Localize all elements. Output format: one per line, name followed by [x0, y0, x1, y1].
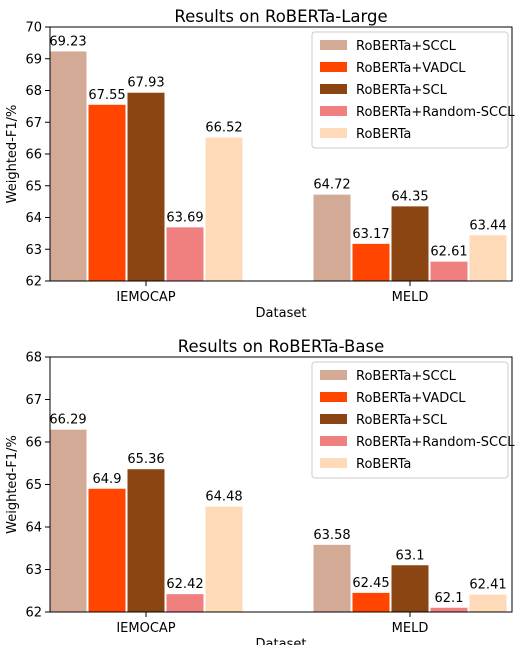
data-label: 67.55 — [88, 88, 125, 103]
legend-label: RoBERTa+VADCL — [356, 391, 466, 406]
legend-label: RoBERTa+SCCL — [356, 369, 457, 384]
x-axis-label: Dataset — [256, 306, 307, 321]
data-label: 63.69 — [166, 210, 203, 225]
bar-iemocap-5 — [205, 506, 243, 612]
legend-swatch — [320, 84, 347, 94]
y-tick-label: 66 — [25, 436, 42, 451]
bar-meld-2 — [352, 243, 390, 281]
y-tick-label: 68 — [25, 84, 42, 99]
y-tick-label: 66 — [25, 148, 42, 163]
bar-iemocap-1 — [49, 429, 87, 612]
data-label: 62.41 — [469, 578, 506, 593]
legend-box — [311, 31, 509, 149]
bar-iemocap-3 — [127, 469, 165, 612]
y-tick-label: 65 — [25, 478, 42, 493]
data-label: 66.52 — [205, 120, 242, 135]
legend-swatch — [320, 106, 347, 116]
y-tick-label: 63 — [25, 563, 42, 578]
bar-meld-3 — [391, 565, 429, 612]
legend-swatch — [320, 370, 347, 380]
bar-iemocap-3 — [127, 92, 165, 281]
legend-swatch — [320, 40, 347, 50]
data-label: 63.17 — [352, 227, 389, 242]
bar-meld-3 — [391, 206, 429, 281]
data-label: 62.42 — [166, 577, 203, 592]
y-tick-label: 62 — [25, 606, 42, 621]
legend-swatch — [320, 458, 347, 468]
legend: RoBERTa+SCCL RoBERTa+VADCL RoBERTa+SCL RoBE… — [311, 361, 515, 479]
y-tick-label: 67 — [25, 393, 42, 408]
bar-iemocap-2 — [88, 104, 126, 281]
data-label: 62.45 — [352, 576, 389, 591]
data-label: 62.1 — [435, 591, 464, 606]
bar-meld-1 — [313, 194, 351, 281]
x-tick-label: IEMOCAP — [116, 621, 175, 636]
legend-swatch — [320, 392, 347, 402]
bar-meld-4 — [430, 607, 468, 612]
x-axis-label: Dataset — [256, 637, 307, 645]
bar-meld-5 — [469, 235, 507, 281]
bar-iemocap-4 — [166, 594, 204, 612]
data-label: 63.1 — [396, 548, 425, 563]
bar-iemocap-4 — [166, 227, 204, 281]
data-label: 64.35 — [391, 189, 428, 204]
bar-meld-2 — [352, 592, 390, 612]
legend-swatch — [320, 436, 347, 446]
y-axis-label: Weighted-F1/% — [5, 105, 20, 204]
bar-iemocap-2 — [88, 488, 126, 612]
legend-label: RoBERTa+SCCL — [356, 39, 457, 54]
legend-swatch — [320, 414, 347, 424]
y-tick-label: 67 — [25, 116, 42, 131]
y-tick-label: 62 — [25, 275, 42, 290]
bar-iemocap-1 — [49, 51, 87, 282]
legend-box — [311, 361, 509, 479]
legend-label: RoBERTa+VADCL — [356, 61, 466, 76]
y-axis-label: Weighted-F1/% — [5, 435, 20, 534]
y-tick-label: 68 — [25, 351, 42, 366]
y-tick-label: 63 — [25, 243, 42, 258]
data-label: 64.9 — [93, 472, 122, 487]
legend-label: RoBERTa+Random-SCCL — [356, 105, 515, 120]
chart-panel-2: Results on RoBERTa-Base 66.29 64.9 65.36 62.… — [5, 337, 515, 645]
legend-label: RoBERTa+Random-SCCL — [356, 435, 515, 450]
data-label: 63.44 — [469, 218, 506, 233]
x-tick-label: MELD — [392, 621, 429, 636]
bar-meld-5 — [469, 594, 507, 612]
legend-label: RoBERTa — [356, 127, 411, 142]
bar-meld-1 — [313, 544, 351, 612]
legend: RoBERTa+SCCL RoBERTa+VADCL RoBERTa+SCL RoBE… — [311, 31, 515, 149]
x-tick-label: IEMOCAP — [116, 290, 175, 305]
data-label: 66.29 — [49, 413, 86, 428]
y-tick-label: 64 — [25, 521, 42, 536]
data-label: 67.93 — [127, 76, 164, 91]
data-label: 63.58 — [313, 528, 350, 543]
bar-iemocap-5 — [205, 137, 243, 281]
legend-label: RoBERTa — [356, 457, 411, 472]
data-label: 69.23 — [49, 34, 86, 49]
legend-swatch — [320, 128, 347, 138]
data-label: 64.48 — [205, 490, 242, 505]
y-tick-label: 69 — [25, 52, 42, 67]
bar-meld-4 — [430, 261, 468, 281]
data-label: 65.36 — [127, 452, 164, 467]
chart-title: Results on RoBERTa-Base — [178, 337, 384, 356]
legend-label: RoBERTa+SCL — [356, 413, 448, 428]
data-label: 64.72 — [313, 178, 350, 193]
x-tick-label: MELD — [392, 290, 429, 305]
y-tick-label: 64 — [25, 211, 42, 226]
y-tick-label: 65 — [25, 179, 42, 194]
data-label: 62.61 — [430, 245, 467, 260]
y-tick-label: 70 — [25, 21, 42, 36]
legend-label: RoBERTa+SCL — [356, 83, 448, 98]
chart-title: Results on RoBERTa-Large — [174, 7, 387, 26]
legend-swatch — [320, 62, 347, 72]
